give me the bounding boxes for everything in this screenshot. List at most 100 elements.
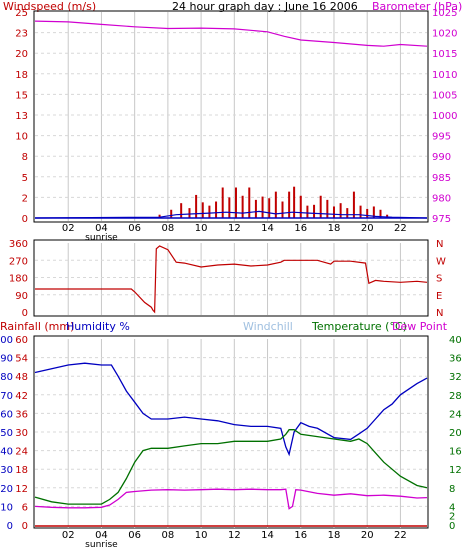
rainfall-tick-label: 30 bbox=[15, 428, 28, 439]
windspeed-tick-label: 18 bbox=[15, 70, 28, 81]
barometer-tick-label: 995 bbox=[432, 132, 451, 143]
windspeed-tick-label: 10 bbox=[15, 132, 28, 143]
rainfall-tick-label: 0 bbox=[22, 521, 28, 532]
rainfall-tick-label: 18 bbox=[15, 465, 28, 476]
humidity-tick-label: 30 bbox=[0, 465, 13, 476]
humidity-tick-label: 40 bbox=[0, 447, 13, 458]
sunrise-label: sunrise bbox=[85, 540, 118, 550]
windspeed-tick-label: 15 bbox=[15, 90, 28, 101]
sunrise-label: sunrise bbox=[85, 233, 118, 243]
barometer-tick-label: 975 bbox=[432, 214, 451, 225]
humidity-tick-label: 80 bbox=[0, 372, 13, 383]
x-tick-label: 12 bbox=[228, 223, 241, 234]
barometer-tick-label: 1025 bbox=[432, 8, 457, 19]
rainfall-tick-label: 12 bbox=[15, 484, 28, 495]
humidity-tick-label: 90 bbox=[0, 354, 13, 365]
humidity-tick-label: 50 bbox=[0, 428, 13, 439]
temperature-tick-label: 28 bbox=[449, 391, 462, 402]
barometer-tick-label: 1000 bbox=[432, 111, 457, 122]
compass-tick-label: N bbox=[436, 239, 443, 250]
barometer-line bbox=[34, 20, 428, 47]
barometer-tick-label: 985 bbox=[432, 173, 451, 184]
temperature-tick-label: 4 bbox=[449, 502, 455, 513]
temp-humidity-panel bbox=[33, 335, 429, 529]
humidity-tick-label: 20 bbox=[0, 484, 13, 495]
humidity-line bbox=[34, 362, 428, 457]
direction-tick-label: 270 bbox=[9, 256, 28, 267]
barometer-tick-label: 980 bbox=[432, 193, 451, 204]
wind-direction-line bbox=[35, 245, 428, 314]
barometer-tick-label: 1005 bbox=[432, 90, 457, 101]
temperature-tick-label: 12 bbox=[449, 465, 462, 476]
compass-tick-label: W bbox=[436, 256, 446, 267]
rainfall-tick-label: 42 bbox=[15, 391, 28, 402]
wind-average-line bbox=[34, 210, 428, 219]
dewpoint-line bbox=[34, 488, 428, 510]
temperature-axis-label: Temperature (°C) bbox=[311, 320, 407, 333]
x-tick-label: 18 bbox=[328, 530, 341, 541]
windchill-axis-label: Windchill bbox=[243, 320, 293, 333]
compass-tick-label: S bbox=[436, 274, 442, 285]
x-tick-label: 12 bbox=[228, 530, 241, 541]
wind-barometer-panel bbox=[33, 10, 429, 223]
x-tick-label: 20 bbox=[361, 223, 374, 234]
x-tick-label: 02 bbox=[62, 530, 75, 541]
x-tick-label: 18 bbox=[328, 223, 341, 234]
humidity-axis-label: Humidity % bbox=[66, 320, 130, 333]
humidity-tick-label: 60 bbox=[0, 409, 13, 420]
windspeed-tick-label: 23 bbox=[15, 29, 28, 40]
dewpoint-axis-label: Dew Point bbox=[392, 320, 448, 333]
temperature-tick-label: 16 bbox=[449, 447, 462, 458]
x-tick-label: 06 bbox=[128, 530, 141, 541]
x-tick-label: 14 bbox=[261, 223, 274, 234]
x-tick-label: 08 bbox=[162, 530, 175, 541]
temperature-tick-label: 2 bbox=[449, 512, 455, 523]
x-tick-label: 04 bbox=[95, 223, 108, 234]
windspeed-tick-label: 2 bbox=[22, 193, 28, 204]
rainfall-tick-label: 6 bbox=[22, 502, 28, 513]
compass-tick-label: E bbox=[436, 291, 442, 302]
compass-tick-label: N bbox=[436, 308, 443, 319]
direction-tick-label: 180 bbox=[9, 274, 28, 285]
barometer-tick-label: 990 bbox=[432, 152, 451, 163]
temperature-tick-label: 32 bbox=[449, 372, 462, 383]
temperature-tick-label: 0 bbox=[449, 521, 455, 532]
x-tick-label: 06 bbox=[128, 223, 141, 234]
windspeed-tick-label: 5 bbox=[22, 173, 28, 184]
windspeed-tick-label: 25 bbox=[15, 8, 28, 19]
rainfall-tick-label: 54 bbox=[15, 354, 28, 365]
x-tick-label: 04 bbox=[95, 530, 108, 541]
windspeed-tick-label: 13 bbox=[15, 111, 28, 122]
barometer-tick-label: 1015 bbox=[432, 49, 457, 60]
temperature-tick-label: 24 bbox=[449, 409, 462, 420]
x-tick-label: 16 bbox=[294, 530, 307, 541]
rainfall-tick-label: 36 bbox=[15, 409, 28, 420]
x-tick-label: 14 bbox=[261, 530, 274, 541]
temperature-tick-label: 8 bbox=[449, 484, 455, 495]
wind-direction-panel bbox=[33, 239, 429, 317]
rainfall-tick-label: 24 bbox=[15, 447, 28, 458]
direction-tick-label: 360 bbox=[9, 239, 28, 250]
temperature-tick-label: 20 bbox=[449, 428, 462, 439]
windspeed-tick-label: 0 bbox=[22, 214, 28, 225]
x-tick-label: 16 bbox=[294, 223, 307, 234]
graph-title: 24 hour graph day : June 16 2006 bbox=[172, 0, 358, 13]
windspeed-tick-label: 20 bbox=[15, 49, 28, 60]
temperature-tick-label: 40 bbox=[449, 335, 462, 346]
x-tick-label: 08 bbox=[162, 223, 175, 234]
x-tick-label: 20 bbox=[361, 530, 374, 541]
x-tick-label: 22 bbox=[394, 530, 407, 541]
x-tick-label: 10 bbox=[195, 223, 208, 234]
windspeed-axis-label: Windspeed (m/s) bbox=[3, 0, 96, 13]
rainfall-axis-label: Rainfall (mm) bbox=[0, 320, 74, 333]
barometer-tick-label: 1020 bbox=[432, 29, 457, 40]
temperature-tick-label: 36 bbox=[449, 354, 462, 365]
humidity-tick-label: 10 bbox=[0, 502, 13, 513]
rainfall-tick-label: 48 bbox=[15, 372, 28, 383]
windspeed-tick-label: 8 bbox=[22, 152, 28, 163]
x-tick-label: 22 bbox=[394, 223, 407, 234]
humidity-tick-label: 70 bbox=[0, 391, 13, 402]
humidity-tick-label: 100 bbox=[0, 335, 13, 346]
x-tick-label: 10 bbox=[195, 530, 208, 541]
